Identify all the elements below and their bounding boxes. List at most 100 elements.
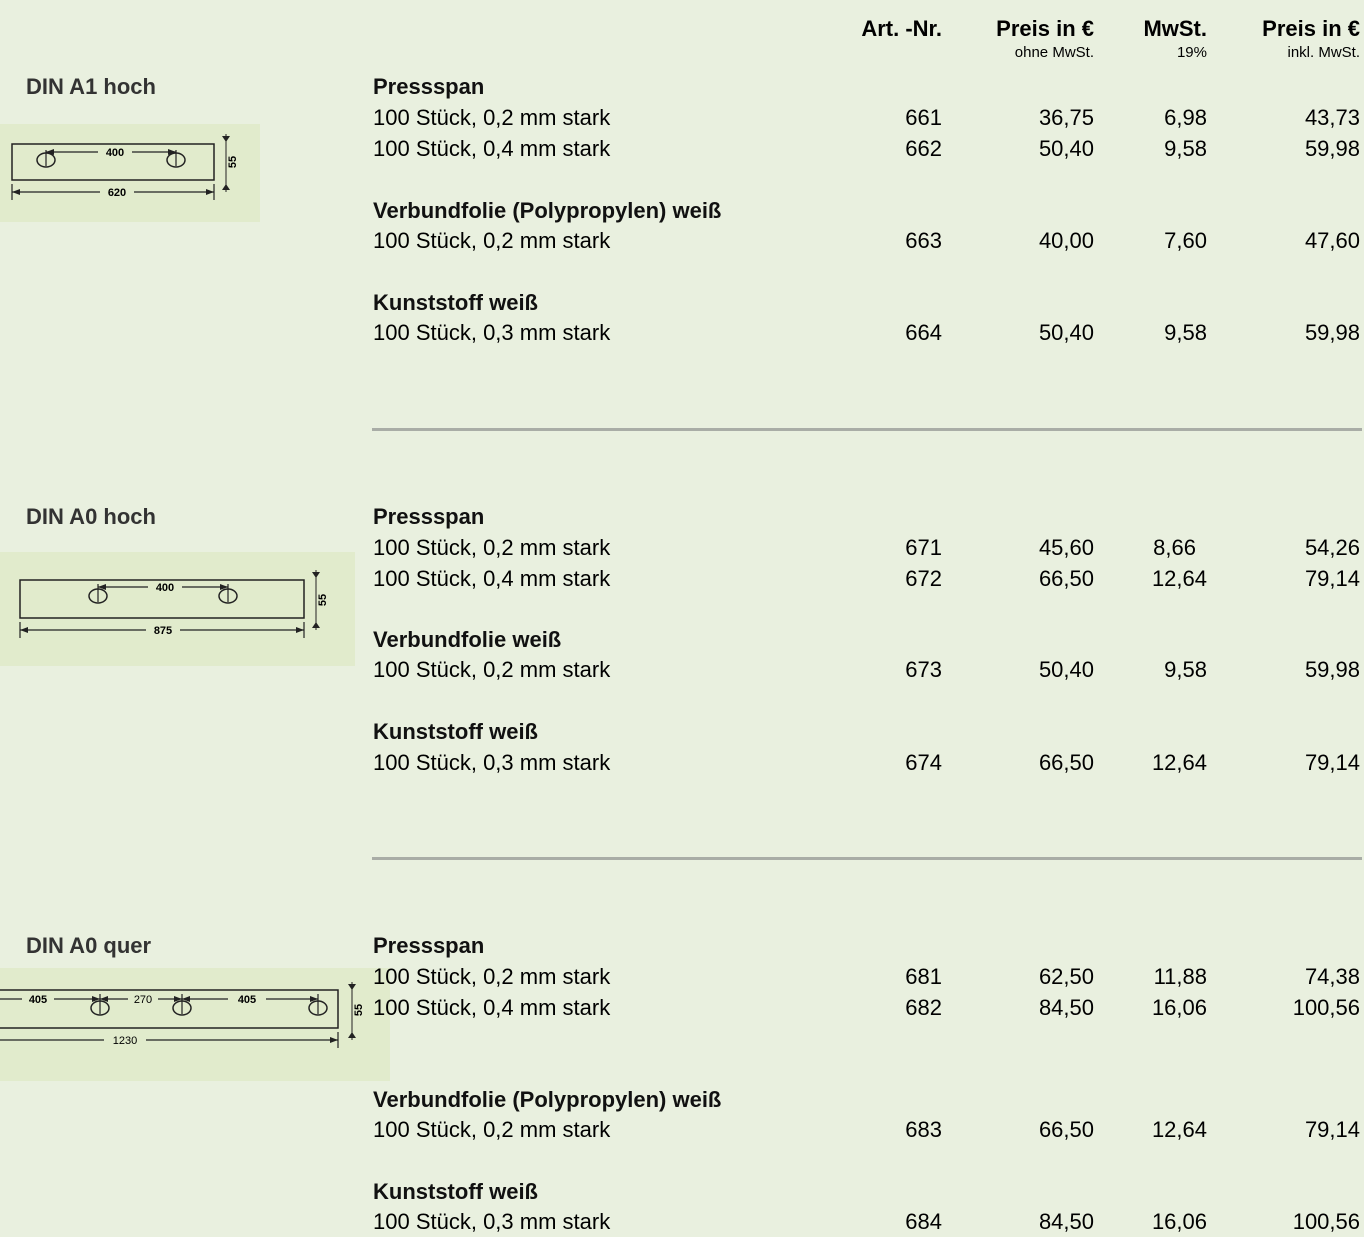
row-vat: 6,98 [1164,105,1207,130]
row-vat: 8,66 [1153,535,1196,560]
row-art-nr: 663 [905,228,942,253]
table-row: 100 Stück, 0,2 mm stark 661 36,75 6,98 4… [0,105,1364,131]
header-art-nr: Art. -Nr. [861,16,942,41]
row-art-nr: 682 [905,995,942,1020]
row-description: 100 Stück, 0,3 mm stark [373,750,611,775]
row-price-gross: 43,73 [1304,105,1360,130]
row-art-nr: 662 [905,136,942,161]
table-row: 100 Stück, 0,2 mm stark 673 50,40 9,58 5… [0,657,1364,683]
drawing-label-span: 400 [156,582,174,594]
group-title: Kunststoff weiß [373,719,538,744]
table-row: 100 Stück, 0,2 mm stark 671 45,60 8,66 5… [0,535,1364,561]
row-art-nr: 671 [905,535,942,560]
drawing-label-span-b: 270 [134,994,152,1006]
technical-drawing: 400 875 55 [0,552,355,666]
row-art-nr: 664 [905,320,942,345]
group-title: Verbundfolie weiß [373,627,562,652]
row-price-net: 50,40 [1038,657,1094,682]
row-price-gross: 79,14 [1304,1117,1360,1142]
row-price-net: 66,50 [1038,566,1094,591]
row-vat: 12,64 [1151,750,1207,775]
section-divider [372,428,1362,431]
row-description: 100 Stück, 0,4 mm stark [373,995,611,1020]
row-description: 100 Stück, 0,2 mm stark [373,228,611,253]
row-description: 100 Stück, 0,3 mm stark [373,1209,611,1234]
drawing-label-span-a: 405 [29,994,47,1006]
table-row: 100 Stück, 0,4 mm stark 672 66,50 12,64 … [0,566,1364,592]
table-row: 100 Stück, 0,2 mm stark 681 62,50 11,88 … [0,964,1364,990]
table-row: 100 Stück, 0,4 mm stark 682 84,50 16,06 … [0,995,1364,1021]
row-description: 100 Stück, 0,2 mm stark [373,535,611,560]
section-title: DIN A1 hoch [26,74,156,99]
row-price-net: 84,50 [1038,995,1094,1020]
row-price-gross: 100,56 [1292,995,1360,1020]
header-price-gross: Preis in € [1262,16,1360,41]
row-price-net: 66,50 [1038,1117,1094,1142]
row-price-gross: 74,38 [1304,964,1360,989]
table-row: 100 Stück, 0,3 mm stark 684 84,50 16,06 … [0,1209,1364,1235]
row-price-net: 45,60 [1038,535,1094,560]
row-price-net: 62,50 [1038,964,1094,989]
table-row: 100 Stück, 0,3 mm stark 664 50,40 9,58 5… [0,320,1364,346]
row-vat: 16,06 [1151,1209,1207,1234]
row-vat: 9,58 [1164,657,1207,682]
group-title: Pressspan [373,933,485,958]
group-title: Verbundfolie (Polypropylen) weiß [373,1087,722,1112]
drawing-label-span-c: 405 [238,994,256,1006]
group-title: Kunststoff weiß [373,1179,538,1204]
row-vat: 12,64 [1151,566,1207,591]
header-price-net: Preis in € [996,16,1094,41]
row-price-gross: 79,14 [1304,750,1360,775]
drawing-label-width: 1230 [113,1035,137,1047]
drawing-label-span: 400 [106,147,124,159]
section-divider [372,857,1362,860]
row-price-gross: 100,56 [1292,1209,1360,1234]
table-row: 100 Stück, 0,3 mm stark 674 66,50 12,64 … [0,750,1364,776]
row-description: 100 Stück, 0,4 mm stark [373,566,611,591]
technical-drawing: 400 620 55 [0,124,260,222]
row-price-gross: 47,60 [1304,228,1360,253]
row-description: 100 Stück, 0,2 mm stark [373,1117,611,1142]
row-price-gross: 59,98 [1304,136,1360,161]
row-art-nr: 661 [905,105,942,130]
header-vat-sub: 19% [1176,44,1207,61]
group-title: Kunststoff weiß [373,290,538,315]
row-art-nr: 683 [905,1117,942,1142]
row-price-net: 36,75 [1038,105,1094,130]
row-description: 100 Stück, 0,2 mm stark [373,657,611,682]
row-vat: 11,88 [1153,964,1207,989]
header-vat: MwSt. [1143,16,1207,41]
row-art-nr: 681 [905,964,942,989]
row-price-gross: 59,98 [1304,657,1360,682]
header-price-gross-sub: inkl. MwSt. [1287,44,1360,61]
drawing-label-height: 55 [227,156,239,168]
section-title: DIN A0 quer [26,933,152,958]
row-price-net: 40,00 [1038,228,1094,253]
row-price-net: 66,50 [1038,750,1094,775]
table-row: 100 Stück, 0,4 mm stark 662 50,40 9,58 5… [0,136,1364,162]
row-description: 100 Stück, 0,2 mm stark [373,964,611,989]
row-art-nr: 684 [905,1209,942,1234]
drawing-label-height: 55 [353,1004,365,1016]
row-description: 100 Stück, 0,2 mm stark [373,105,611,130]
row-price-net: 84,50 [1038,1209,1094,1234]
group-title: Pressspan [373,74,485,99]
row-price-gross: 79,14 [1304,566,1360,591]
drawing-label-height: 55 [317,594,329,606]
row-vat: 9,58 [1164,320,1207,345]
row-vat: 7,60 [1164,228,1207,253]
table-row: 100 Stück, 0,2 mm stark 683 66,50 12,64 … [0,1117,1364,1143]
row-price-gross: 59,98 [1304,320,1360,345]
table-row: 100 Stück, 0,2 mm stark 663 40,00 7,60 4… [0,228,1364,254]
header-price-net-sub: ohne MwSt. [1014,44,1094,61]
row-description: 100 Stück, 0,3 mm stark [373,320,611,345]
row-price-gross: 54,26 [1304,535,1360,560]
row-vat: 16,06 [1151,995,1207,1020]
row-vat: 12,64 [1151,1117,1207,1142]
row-art-nr: 674 [905,750,942,775]
row-description: 100 Stück, 0,4 mm stark [373,136,611,161]
section-title: DIN A0 hoch [26,504,156,529]
group-title: Verbundfolie (Polypropylen) weiß [373,198,722,223]
row-vat: 9,58 [1164,136,1207,161]
drawing-label-width: 620 [108,187,126,199]
